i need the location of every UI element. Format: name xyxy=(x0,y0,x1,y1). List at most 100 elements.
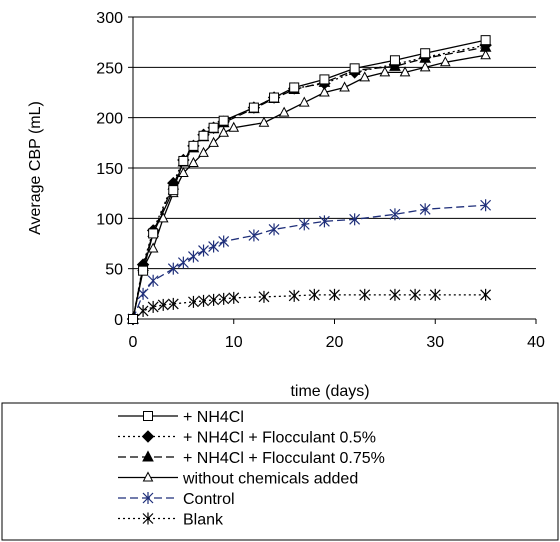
data-point xyxy=(147,274,159,287)
legend-item: + NH4Cl + Flocculant 0.75% xyxy=(118,450,385,467)
data-point xyxy=(177,256,189,269)
data-point xyxy=(188,140,199,151)
y-tick-label: 100 xyxy=(96,211,123,228)
data-point xyxy=(248,229,260,242)
series-line xyxy=(132,294,486,320)
data-point xyxy=(389,288,401,301)
data-point xyxy=(308,288,320,301)
data-point xyxy=(208,136,219,147)
series-5 xyxy=(127,288,492,325)
y-tick-label: 200 xyxy=(96,111,123,128)
data-point xyxy=(289,82,300,93)
data-point xyxy=(167,262,179,275)
data-point xyxy=(157,298,169,311)
x-axis-label: time (days) xyxy=(290,383,369,400)
data-point xyxy=(298,96,310,107)
legend-item: without chemicals added xyxy=(118,471,358,488)
data-point xyxy=(419,61,431,72)
y-tick-label: 50 xyxy=(105,262,123,279)
y-axis-label: Average CBP (mL) xyxy=(27,101,44,235)
data-point xyxy=(128,314,138,324)
data-point xyxy=(399,66,411,77)
legend-label: without chemicals added xyxy=(182,471,358,488)
data-point xyxy=(298,218,310,231)
data-point xyxy=(480,199,492,212)
data-point xyxy=(379,66,391,77)
data-point xyxy=(339,81,350,92)
series-0 xyxy=(128,35,491,324)
data-point xyxy=(268,223,280,236)
data-point xyxy=(147,242,159,253)
data-point xyxy=(198,146,209,157)
data-point xyxy=(228,121,240,132)
series-1 xyxy=(126,38,492,326)
data-point xyxy=(188,156,199,167)
data-point xyxy=(349,213,361,226)
data-point xyxy=(429,288,441,301)
y-tick-label: 150 xyxy=(96,161,123,178)
data-point xyxy=(480,49,491,60)
series-line xyxy=(132,46,486,320)
data-point xyxy=(329,288,340,301)
data-point xyxy=(198,244,209,257)
data-point xyxy=(389,208,401,221)
data-point xyxy=(218,235,230,248)
data-point xyxy=(359,71,371,82)
data-point xyxy=(269,92,280,103)
data-point xyxy=(208,240,220,253)
data-point xyxy=(137,304,149,317)
legend-label: + NH4Cl + Flocculant 0.5% xyxy=(183,430,376,447)
series-3 xyxy=(127,49,491,323)
legend-marker xyxy=(142,512,154,525)
grid xyxy=(133,16,536,270)
data-point xyxy=(198,130,209,141)
x-tick-label: 10 xyxy=(225,334,243,351)
legend-marker xyxy=(142,492,154,504)
data-point xyxy=(278,106,290,117)
data-point xyxy=(439,56,451,67)
x-tick-label: 20 xyxy=(326,334,344,351)
series-line xyxy=(132,54,486,320)
y-tick-label: 300 xyxy=(96,10,123,27)
data-point xyxy=(148,228,159,239)
data-point xyxy=(349,63,360,74)
data-point xyxy=(198,294,209,307)
data-point xyxy=(288,289,300,302)
series-line xyxy=(132,204,486,320)
data-point xyxy=(409,288,421,301)
data-point xyxy=(178,155,189,166)
y-tick-label: 0 xyxy=(114,312,123,329)
tick-labels: 0 50 100 150 200 250 300 0 10 20 30 40 xyxy=(96,10,545,351)
legend-item: Control xyxy=(118,491,235,508)
x-tick-label: 0 xyxy=(129,334,138,351)
legend-marker xyxy=(142,450,154,462)
legend: + NH4Cl + NH4Cl + Flocculant 0.5% + NH4Cl … xyxy=(1,402,559,541)
legend-marker xyxy=(141,430,155,443)
y-tick-label: 250 xyxy=(96,60,123,77)
data-point xyxy=(137,287,149,300)
legend-marker xyxy=(143,411,153,421)
data-point xyxy=(208,122,219,133)
data-point xyxy=(419,203,431,216)
data-point xyxy=(167,297,179,310)
data-point xyxy=(208,293,220,306)
legend-label: + NH4Cl xyxy=(183,409,244,426)
legend-item: Blank xyxy=(118,512,224,529)
data-point xyxy=(218,126,230,137)
series-line xyxy=(132,44,486,320)
data-point xyxy=(188,250,199,263)
x-tick-label: 40 xyxy=(527,334,545,351)
series-line xyxy=(132,39,486,320)
data-point xyxy=(319,215,330,228)
x-tick-label: 30 xyxy=(426,334,444,351)
data-point xyxy=(218,292,230,305)
legend-box xyxy=(1,402,559,541)
data-point xyxy=(480,35,491,46)
legend-label: + NH4Cl + Flocculant 0.75% xyxy=(183,450,385,467)
legend-item: + NH4Cl + Flocculant 0.5% xyxy=(118,430,376,447)
data-point xyxy=(147,300,159,313)
data-point xyxy=(228,291,240,304)
data-point xyxy=(319,86,330,97)
data-point xyxy=(178,166,189,178)
